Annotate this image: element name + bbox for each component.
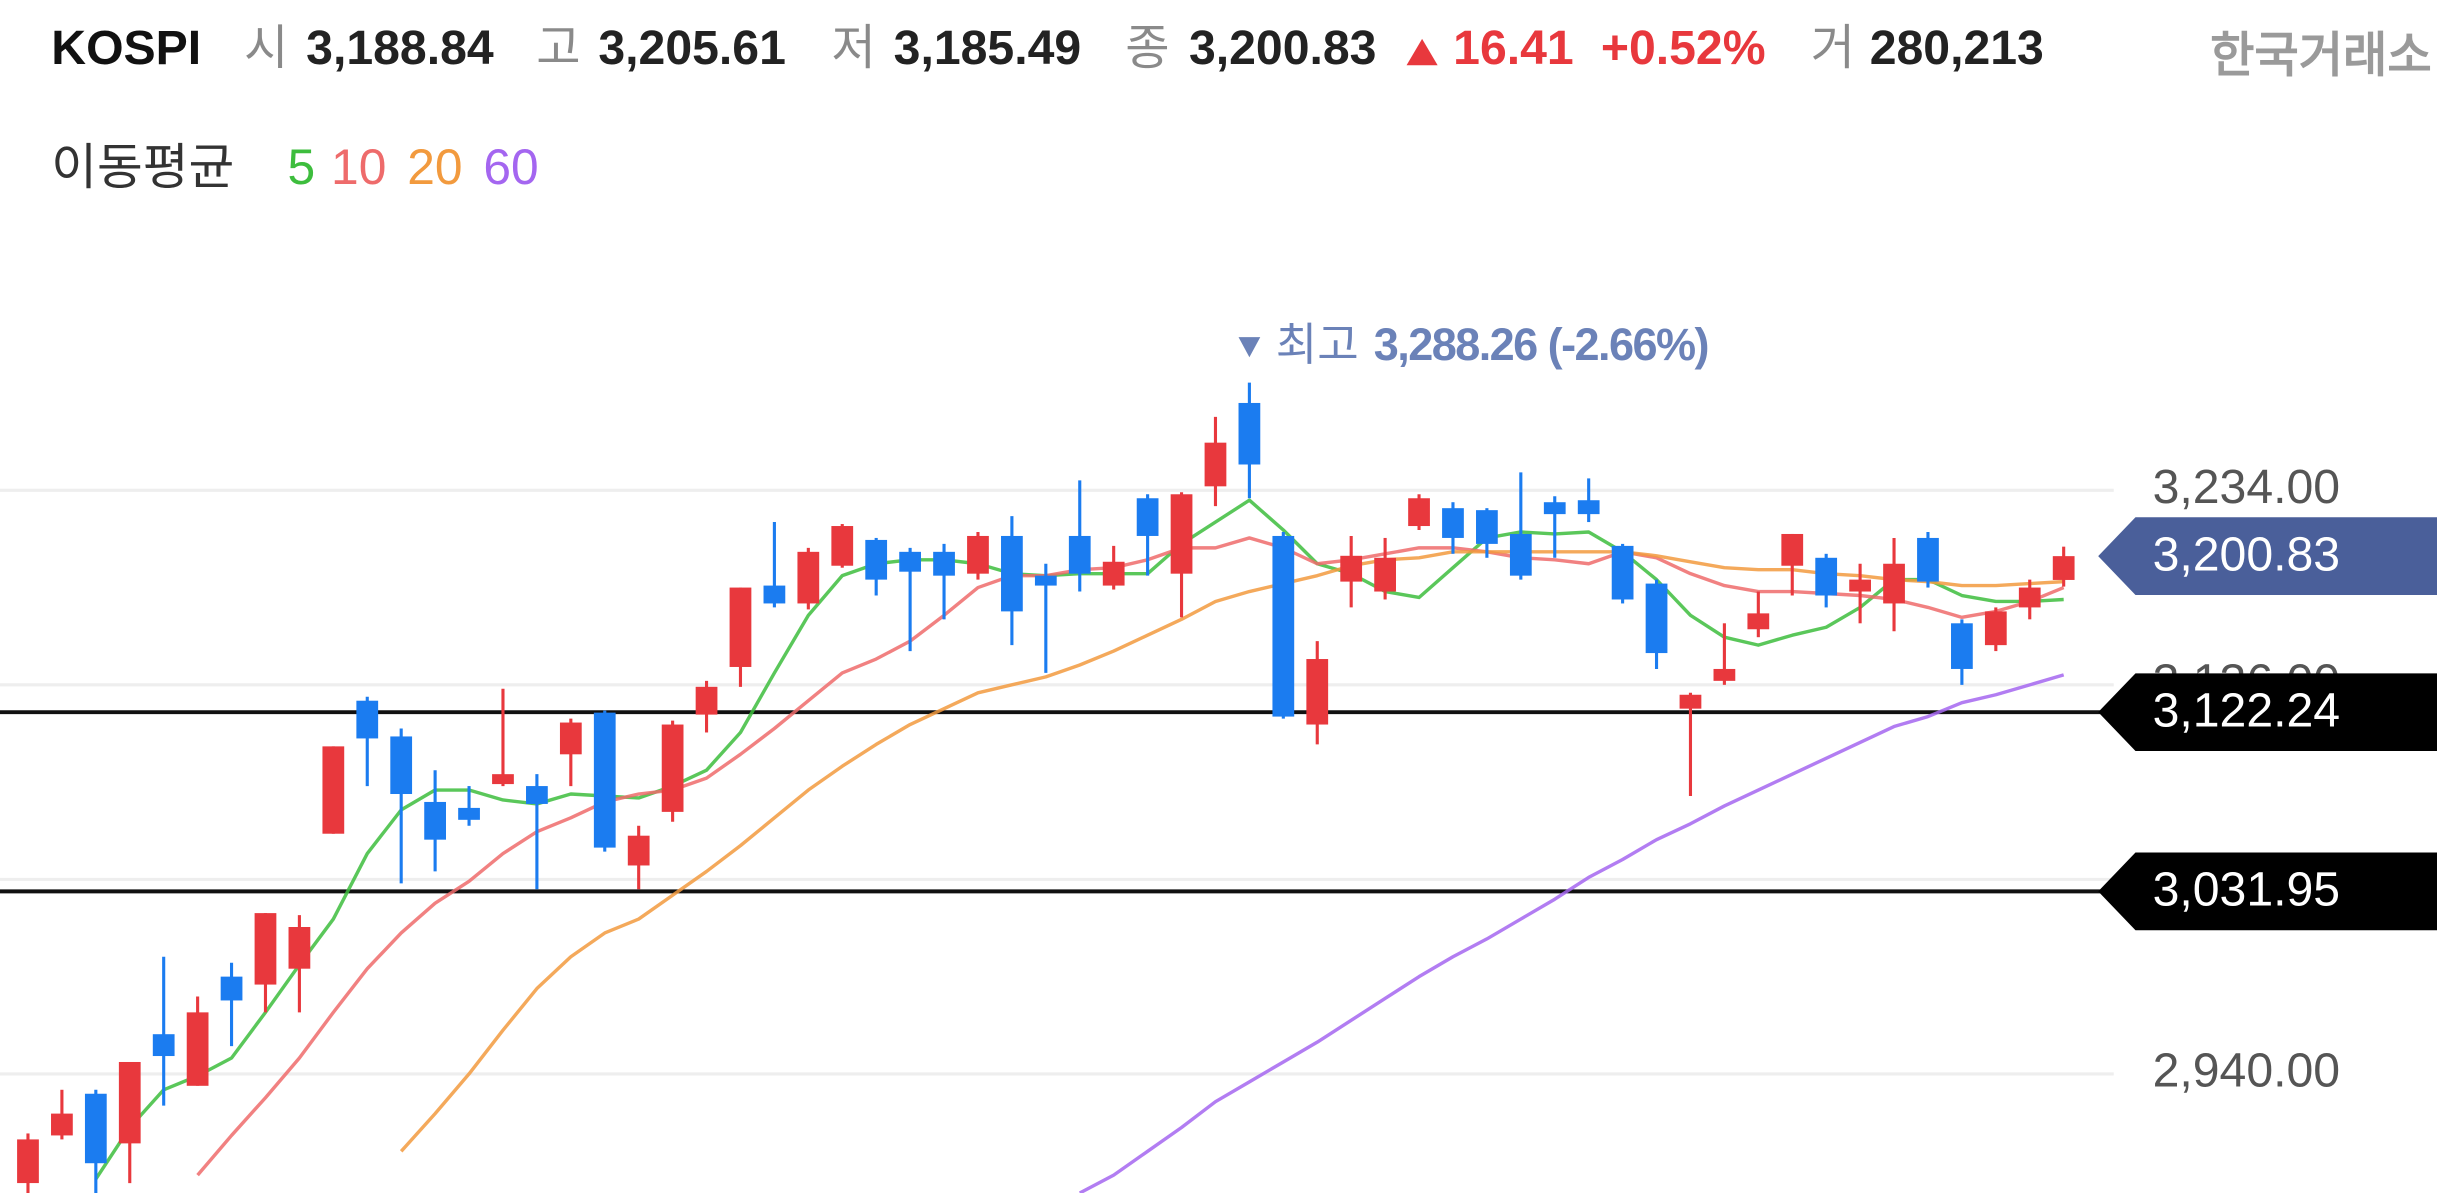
candle-body — [1034, 575, 1057, 586]
candle-body — [118, 1061, 141, 1144]
plot-area: 최고3,288.26 (-2.66%)2,940.003,038.003,136… — [0, 319, 2437, 1193]
candle-body — [492, 774, 514, 785]
candle-body — [1543, 502, 1566, 515]
candle-body — [1102, 561, 1125, 586]
candle-body — [1170, 494, 1193, 574]
stat-label: 종 — [1125, 21, 1169, 75]
legend-entry: 5 — [288, 139, 316, 195]
candle-body — [933, 551, 955, 576]
stat-label: 저 — [832, 21, 876, 75]
candle-body — [1509, 533, 1532, 576]
candle-body — [763, 585, 786, 604]
price-badge — [2098, 852, 2437, 931]
candle-body — [1204, 442, 1227, 487]
candle-body — [254, 913, 277, 985]
candle-body — [1442, 508, 1464, 538]
candle-body — [1136, 498, 1159, 536]
candle-body — [559, 722, 582, 755]
candle-body — [356, 700, 379, 739]
title: KOSPI — [51, 21, 201, 75]
candle-body — [1781, 533, 1804, 566]
volume-label: 거 — [1811, 21, 1855, 75]
candle-body — [627, 835, 650, 866]
candle-body — [1272, 535, 1295, 717]
ma-line — [1078, 673, 2065, 1193]
legend-entry: 60 — [483, 139, 538, 195]
candle-body — [1611, 545, 1634, 600]
up-arrow — [1406, 38, 1438, 66]
candle-body — [1340, 555, 1363, 582]
legend-entry: 10 — [331, 139, 386, 195]
ma-line — [196, 536, 2065, 1177]
candle-body — [288, 927, 311, 969]
candle-body — [1984, 611, 2007, 646]
candle-body — [186, 1012, 209, 1086]
candle-body — [1849, 579, 1871, 592]
candle-body — [899, 551, 921, 572]
candle-body — [458, 807, 480, 820]
change: 16.41 — [1453, 21, 1574, 75]
candle-body — [831, 526, 854, 566]
y-tick-label: 2,940.00 — [2153, 1044, 2341, 1098]
candle-body — [390, 736, 413, 795]
candle-body — [220, 976, 243, 1001]
candle-body — [865, 539, 888, 580]
legend-entry: 20 — [407, 139, 462, 195]
candle-body — [1917, 537, 1939, 582]
candle-body — [2052, 556, 2075, 580]
candle-body — [1883, 563, 1905, 604]
source: 한국거래소 — [2210, 29, 2432, 83]
price-badge-label: 3,031.95 — [2153, 863, 2341, 917]
stat-value: 3,185.49 — [894, 21, 1082, 75]
stat-label: 시 — [244, 21, 288, 75]
candle-body — [1306, 659, 1329, 725]
candle-body — [1747, 613, 1770, 630]
candle-body — [1713, 668, 1736, 681]
header: KOSPI 시 3,188.84 고 3,205.61 저 3,185.49 종… — [51, 21, 2431, 195]
candle-body — [424, 801, 446, 840]
candle-body — [1001, 535, 1023, 612]
ma-line — [94, 498, 2064, 1181]
stat-label: 고 — [536, 21, 580, 75]
candle-body — [695, 686, 718, 715]
candle-body — [84, 1093, 107, 1164]
candle-body — [17, 1139, 39, 1184]
candle-body — [51, 1113, 73, 1136]
price-badge-label: 3,122.24 — [2153, 683, 2341, 737]
annotation-text: 3,288.26 (-2.66%) — [1374, 319, 1708, 370]
candle-body — [1374, 557, 1396, 592]
stat-value: 3,205.61 — [598, 21, 786, 75]
candle-body — [1068, 535, 1091, 574]
candle-body — [661, 724, 684, 812]
legend-title: 이동평균 — [51, 139, 234, 195]
price-badge — [2098, 673, 2437, 751]
volume: 280,213 — [1870, 21, 2044, 75]
candle-body — [1951, 623, 1973, 669]
candle-body — [1408, 498, 1430, 527]
candle-body — [1238, 402, 1261, 465]
candle-body — [1476, 510, 1498, 544]
candle-body — [322, 746, 345, 834]
stat-value: 3,200.83 — [1189, 21, 1377, 75]
candle-body — [1679, 694, 1702, 709]
price-badge-label: 3,200.83 — [2153, 527, 2341, 581]
candle-body — [797, 551, 820, 604]
candle-body — [1577, 500, 1600, 515]
candle-body — [729, 587, 752, 667]
annotation-label: 최고 — [1276, 319, 1359, 370]
candle-body — [1645, 583, 1668, 654]
candle-body — [1815, 557, 1838, 596]
candle-body — [593, 712, 616, 848]
candle-body — [967, 535, 989, 574]
stat-value: 3,188.84 — [306, 21, 494, 75]
change-pct: +0.52% — [1601, 21, 1766, 75]
annotation-marker — [1238, 337, 1261, 358]
candle-body — [2018, 587, 2041, 608]
ma-line — [399, 550, 2064, 1153]
y-tick-label: 3,234.00 — [2153, 460, 2341, 514]
candle-body — [152, 1034, 175, 1057]
candle-body — [526, 786, 548, 804]
price-badge — [2098, 517, 2437, 595]
